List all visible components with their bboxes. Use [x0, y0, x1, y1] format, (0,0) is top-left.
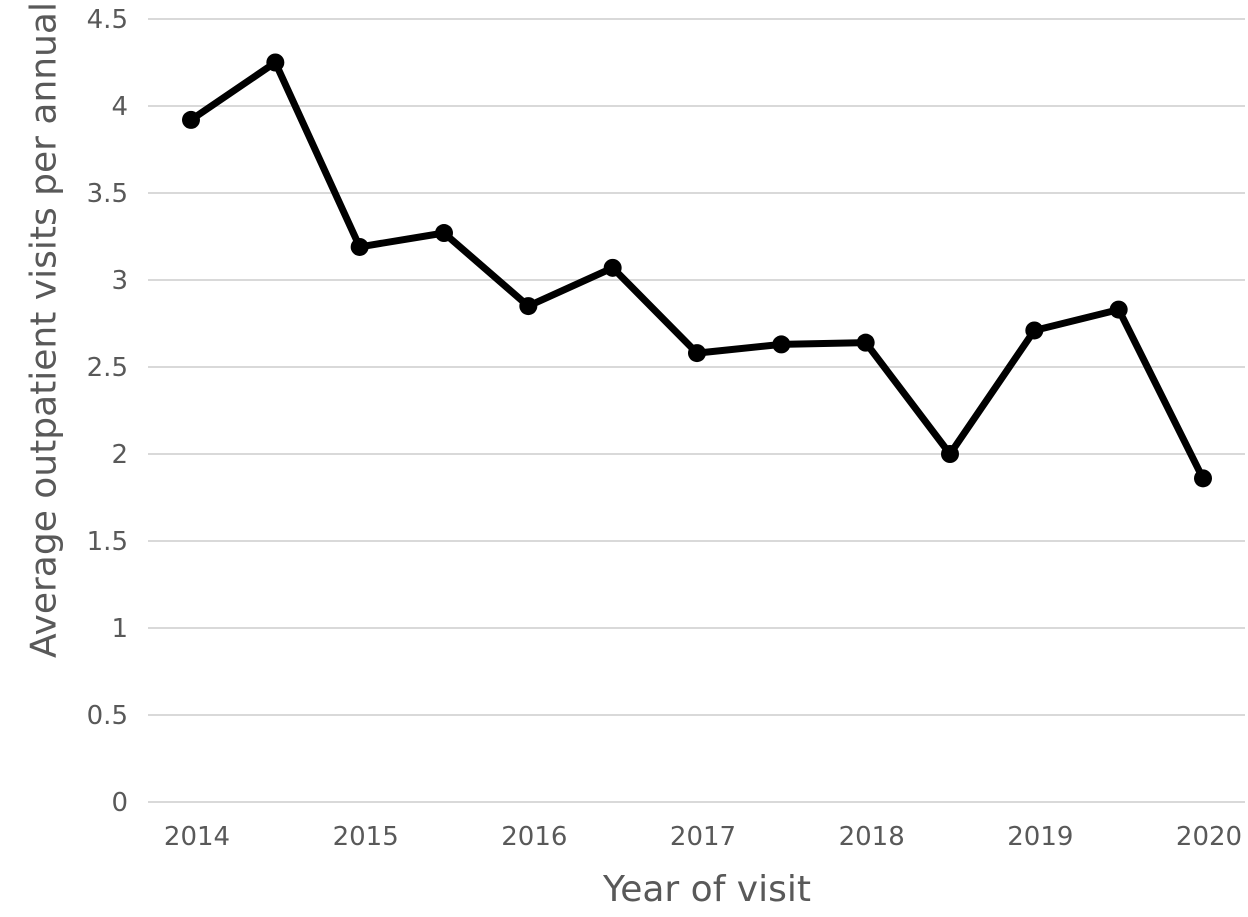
data-point — [350, 237, 369, 256]
data-point — [519, 297, 538, 316]
x-tick-label: 2020 — [1176, 822, 1242, 852]
data-point — [772, 335, 791, 354]
y-tick-label: 0.5 — [87, 701, 128, 731]
y-axis-ticks: 0 0.5 1 1.5 2 2.5 3 3.5 4 4.5 — [87, 5, 128, 818]
y-tick-label: 3 — [111, 266, 128, 296]
y-tick-label: 4 — [111, 92, 128, 122]
y-axis-title: Average outpatient visits per annual — [24, 2, 65, 658]
data-point — [266, 53, 285, 72]
data-point — [1194, 469, 1212, 488]
data-point — [1025, 321, 1044, 340]
y-tick-label: 2.5 — [87, 353, 128, 383]
y-tick-label: 0 — [111, 788, 128, 818]
y-tick-label: 2 — [111, 440, 128, 470]
data-point — [688, 344, 706, 363]
gridlines — [148, 18, 1245, 803]
series-line — [187, 59, 1207, 482]
data-point — [856, 333, 875, 352]
data-point — [603, 258, 622, 277]
data-point — [1109, 300, 1128, 319]
y-tick-label: 3.5 — [87, 179, 128, 209]
x-axis-title: Year of visit — [602, 869, 811, 910]
x-axis-ticks: 2014 2015 2016 2017 2018 2019 2020 — [164, 822, 1242, 852]
y-tick-label: 4.5 — [87, 5, 128, 35]
x-tick-label: 2015 — [333, 822, 399, 852]
x-tick-label: 2018 — [839, 822, 905, 852]
x-tick-label: 2019 — [1007, 822, 1073, 852]
series-layer — [182, 53, 1212, 488]
x-tick-label: 2016 — [501, 822, 567, 852]
x-tick-label: 2014 — [164, 822, 230, 852]
data-point — [182, 110, 200, 129]
x-tick-label: 2017 — [670, 822, 736, 852]
data-point — [941, 445, 959, 463]
y-tick-label: 1.5 — [87, 527, 128, 557]
y-tick-label: 1 — [111, 614, 128, 644]
data-point — [435, 224, 453, 243]
